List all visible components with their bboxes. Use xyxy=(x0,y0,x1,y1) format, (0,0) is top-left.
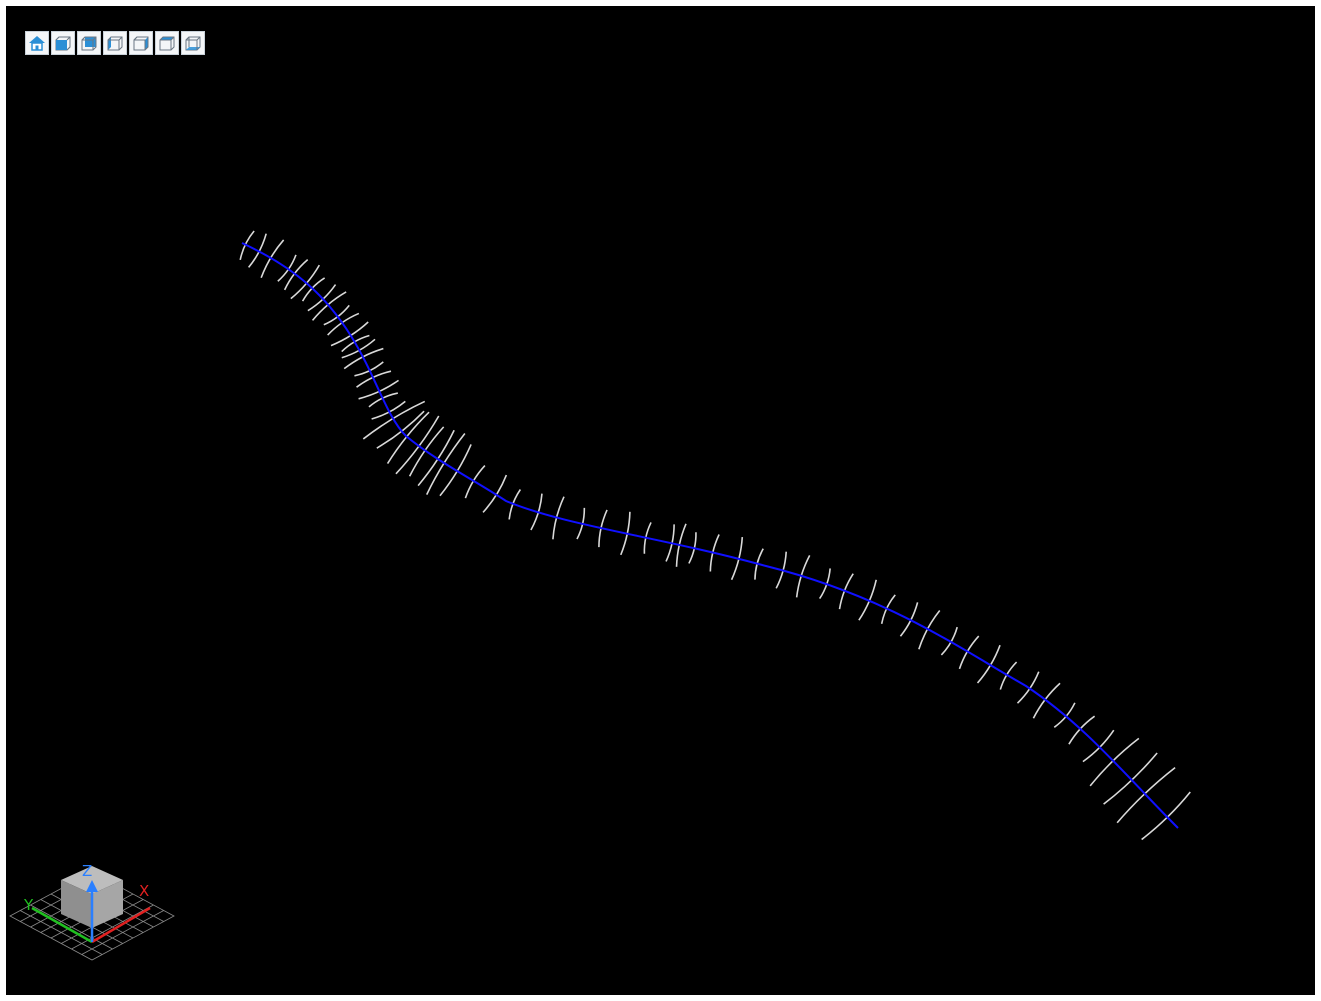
pipeline-model[interactable] xyxy=(6,6,1315,995)
cube-top-icon xyxy=(159,36,175,51)
home-view-button[interactable] xyxy=(25,31,49,55)
top-view-button[interactable] xyxy=(155,31,179,55)
z-axis-label: Z xyxy=(82,862,92,880)
cube-front-icon xyxy=(55,36,71,51)
view-toolbar xyxy=(25,31,205,55)
cube-right-icon xyxy=(133,36,149,51)
home-icon xyxy=(29,36,45,51)
front-view-button[interactable] xyxy=(51,31,75,55)
z-axis-arrow-icon xyxy=(86,880,98,892)
y-axis-line xyxy=(31,906,93,944)
cube-back-icon xyxy=(81,36,97,51)
axis-triad[interactable]: X Y Z xyxy=(6,846,186,986)
x-axis-line xyxy=(91,906,151,944)
x-axis-label: X xyxy=(139,882,149,900)
right-view-button[interactable] xyxy=(129,31,153,55)
y-axis-label: Y xyxy=(23,896,34,914)
3d-viewport[interactable]: X Y Z xyxy=(6,6,1315,995)
cube-bottom-icon xyxy=(185,36,201,51)
cube-left-icon xyxy=(107,36,123,51)
back-view-button[interactable] xyxy=(77,31,101,55)
left-view-button[interactable] xyxy=(103,31,127,55)
alignment-centerline xyxy=(241,242,1179,829)
cross-sections xyxy=(239,230,1191,841)
bottom-view-button[interactable] xyxy=(181,31,205,55)
